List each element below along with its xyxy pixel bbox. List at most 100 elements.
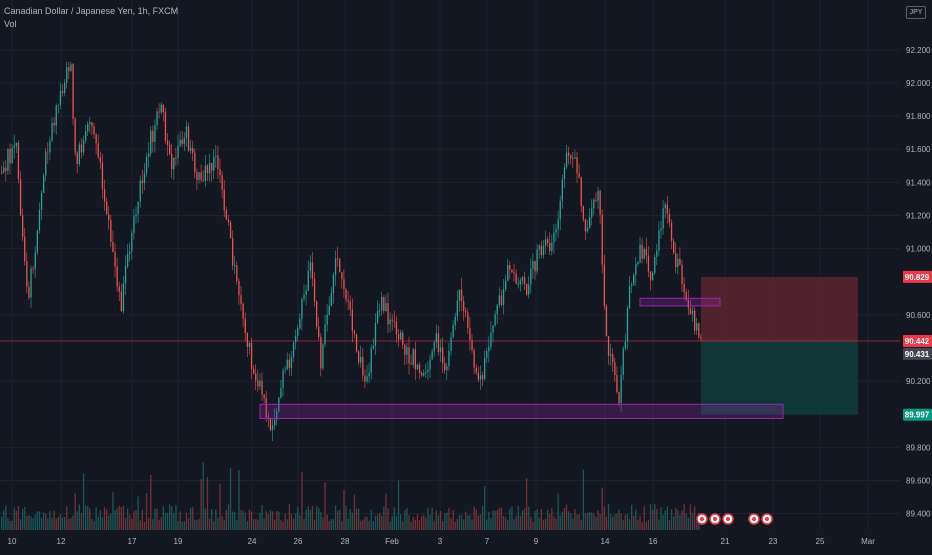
volume-bar (297, 507, 299, 530)
volume-bar (91, 518, 93, 530)
candle-body (93, 126, 95, 135)
volume-bar (607, 504, 610, 530)
candle-body (248, 342, 251, 347)
candle-body (383, 297, 385, 312)
volume-bar (437, 515, 440, 530)
volume-bar (324, 482, 326, 530)
volume-bar (158, 519, 160, 530)
take-profit-zone[interactable] (701, 341, 858, 415)
volume-bar (475, 509, 477, 530)
volume-bar (610, 513, 612, 530)
x-axis-label: 25 (816, 537, 825, 546)
volume-bar (152, 519, 154, 530)
volume-bar (429, 514, 431, 530)
volume-bar (626, 513, 629, 530)
candle-body (19, 179, 22, 216)
candle-body (601, 214, 603, 265)
volume-bar (599, 513, 601, 530)
volume-bar (322, 517, 324, 530)
candle-body (263, 394, 265, 399)
volume-bar (250, 511, 253, 530)
candle-body (320, 337, 322, 369)
candle-body (129, 251, 131, 254)
candle-body (236, 265, 238, 281)
candle-body (597, 190, 599, 201)
candle-body (429, 359, 431, 370)
candle-body (145, 156, 148, 174)
candle-body (318, 326, 320, 338)
x-axis-label: 26 (294, 537, 303, 546)
volume-bar (376, 514, 379, 530)
volume-bar (17, 505, 20, 530)
volume-bar (135, 510, 137, 530)
volume-bar (423, 514, 425, 530)
candle-body (127, 253, 129, 267)
volume-bar (532, 521, 534, 530)
candle-body (358, 351, 360, 363)
candle-body (607, 336, 610, 356)
candle-body (70, 64, 72, 71)
volume-bar (76, 511, 78, 530)
volume-bar (454, 521, 456, 530)
resistance-zone-box[interactable] (639, 297, 721, 307)
candle-body (631, 284, 633, 287)
candle-body (683, 283, 685, 293)
volume-bar (694, 506, 696, 530)
candle-body (141, 180, 143, 184)
candle-body (372, 345, 374, 349)
volume-bar (290, 514, 293, 530)
candle-body (225, 210, 227, 220)
volume-bar (22, 508, 24, 530)
candle-body (395, 321, 398, 335)
y-axis-label: 89.400 (906, 510, 931, 519)
volume-bar (681, 510, 683, 530)
candle-body (458, 289, 461, 301)
candle-body (484, 357, 486, 380)
candle-body (696, 323, 698, 331)
candle-body (171, 153, 173, 170)
volume-indicator-label[interactable]: Vol (4, 19, 17, 29)
candle-body (528, 284, 530, 295)
event-marker-dot (700, 517, 704, 521)
candle-body (114, 252, 116, 267)
candle-body (614, 362, 616, 376)
support-zone-box[interactable] (259, 403, 784, 420)
candle-body (460, 289, 463, 302)
candle-body (91, 122, 93, 127)
volume-bar (691, 512, 694, 530)
candle-body (13, 145, 15, 148)
volume-bar (177, 521, 179, 530)
candle-body (557, 219, 559, 229)
volume-bar (156, 508, 158, 530)
volume-bar (196, 520, 198, 530)
candle-body (345, 289, 347, 300)
candle-body (215, 155, 217, 157)
y-axis-label: 91.000 (906, 245, 931, 254)
symbol-title[interactable]: Canadian Dollar / Japanese Yen, 1h, FXCM (4, 6, 179, 16)
candle-body (154, 125, 156, 142)
volume-bar (326, 514, 328, 530)
candle-body (467, 312, 469, 329)
volume-bar (213, 521, 215, 530)
volume-bar (412, 517, 414, 530)
stop-loss-zone[interactable] (701, 276, 858, 342)
candle-body (473, 350, 475, 368)
candle-body (622, 348, 624, 375)
candle-body (570, 155, 572, 158)
candle-body (150, 130, 152, 154)
candle-body (179, 139, 181, 146)
last-price-tag (903, 347, 932, 360)
volume-bar (433, 520, 435, 530)
candle-body (265, 398, 267, 418)
volume-bar (442, 521, 444, 530)
candle-body (381, 297, 383, 311)
candle-body (509, 265, 511, 270)
volume-bar (370, 509, 372, 530)
currency-badge[interactable]: JPY (906, 6, 926, 19)
candle-body (282, 370, 284, 389)
candle-body (328, 305, 330, 315)
volume-bar (498, 507, 500, 530)
volume-bar (505, 517, 507, 530)
